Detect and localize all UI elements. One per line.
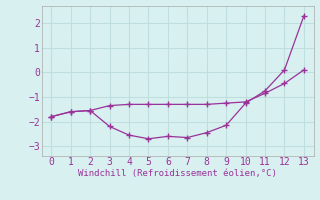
X-axis label: Windchill (Refroidissement éolien,°C): Windchill (Refroidissement éolien,°C) <box>78 169 277 178</box>
